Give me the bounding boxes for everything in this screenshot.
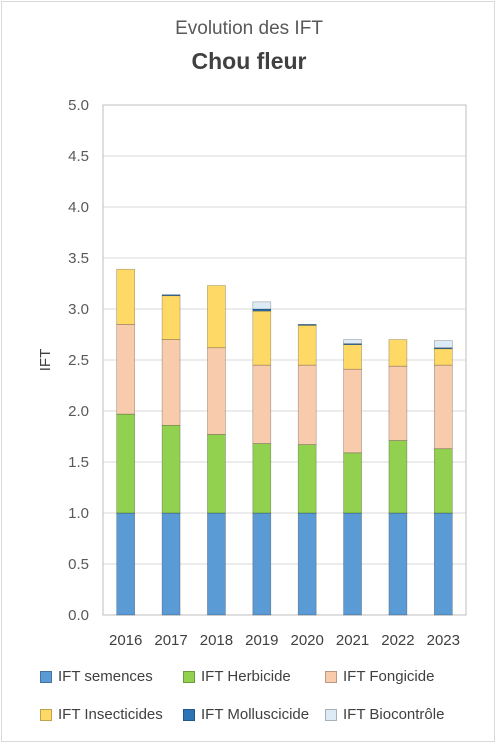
x-tick-label: 2018 (200, 632, 233, 649)
bar-segment (434, 348, 453, 366)
y-tick-label: 0.5 (68, 556, 89, 573)
bar-segment (116, 413, 135, 514)
y-tick-label: 5.0 (68, 97, 89, 114)
legend-item: IFT Herbicide (183, 668, 291, 685)
y-tick-label: 3.0 (68, 301, 89, 318)
legend-label: IFT semences (58, 668, 153, 685)
x-tick-label: 2021 (336, 632, 369, 649)
x-tick-label: 2023 (427, 632, 460, 649)
bar-segment (434, 340, 453, 349)
legend-item: IFT Biocontrôle (325, 706, 444, 723)
bar-segment (343, 512, 362, 616)
y-tick-label: 1.0 (68, 505, 89, 522)
bar-segment (116, 268, 135, 325)
bar-segment (434, 512, 453, 616)
y-tick-label: 2.5 (68, 352, 89, 369)
bar-segment (297, 323, 317, 326)
bar-segment (207, 285, 226, 349)
legend-item: IFT Fongicide (325, 668, 434, 685)
bar-segment (343, 344, 362, 370)
bar-segment (252, 512, 272, 616)
bar-segment (297, 512, 317, 616)
chart-subtitle: Chou fleur (191, 48, 307, 74)
y-tick-label: 4.5 (68, 148, 89, 165)
y-tick-label: 1.5 (68, 454, 89, 471)
bar-segment (161, 294, 181, 297)
bar-segment (252, 443, 272, 514)
bar-segment (388, 440, 408, 514)
bar-segment (252, 308, 272, 312)
bar-segment (116, 323, 135, 415)
legend-label: IFT Fongicide (343, 668, 435, 685)
bar-segment (207, 512, 226, 616)
y-tick-label: 3.5 (68, 250, 89, 267)
plot-area (102, 104, 467, 616)
bar-segment (388, 339, 408, 367)
bar-segment (434, 364, 453, 450)
y-tick-label: 0.0 (68, 607, 89, 624)
y-tick-label: 4.0 (68, 199, 89, 216)
legend-label: IFT Molluscicide (201, 706, 310, 723)
bar-segment (343, 452, 362, 514)
legend-swatch (40, 670, 52, 683)
legend-label: IFT Biocontrôle (343, 706, 445, 723)
legend-swatch (183, 708, 195, 721)
bar-segment (252, 364, 272, 444)
bar-segment (343, 339, 362, 344)
legend-item: IFT semences (40, 668, 153, 685)
y-axis-label: IFT (37, 349, 54, 372)
legend-swatch (325, 670, 337, 683)
bar-segment (161, 339, 181, 426)
bar-segment (207, 347, 226, 435)
x-tick-label: 2016 (109, 632, 142, 649)
legend-item: IFT Molluscicide (183, 706, 309, 723)
x-tick-label: 2017 (154, 632, 187, 649)
bar-segment (252, 301, 272, 310)
bar-segment (297, 444, 317, 514)
bar-segment (388, 365, 408, 441)
bar-segment (161, 512, 181, 616)
bar-segment (207, 434, 226, 514)
x-tick-label: 2020 (291, 632, 324, 649)
legend-label: IFT Herbicide (201, 668, 291, 685)
legend-swatch (183, 670, 195, 683)
bar-segment (343, 368, 362, 454)
legend-item: IFT Insecticides (40, 706, 163, 723)
bar-segment (434, 448, 453, 514)
legend-label: IFT Insecticides (58, 706, 163, 723)
y-tick-label: 2.0 (68, 403, 89, 420)
bar-segment (252, 310, 272, 366)
bar-segment (116, 512, 135, 616)
legend-swatch (325, 708, 337, 721)
bar-segment (388, 512, 408, 616)
legend-swatch (40, 708, 52, 721)
bar-segment (297, 364, 317, 445)
bar-segment (161, 295, 181, 340)
x-tick-label: 2022 (381, 632, 414, 649)
bar-segment (297, 325, 317, 366)
chart-title: Evolution des IFT (175, 18, 323, 39)
x-tick-label: 2019 (245, 632, 278, 649)
bar-segment (161, 424, 181, 514)
